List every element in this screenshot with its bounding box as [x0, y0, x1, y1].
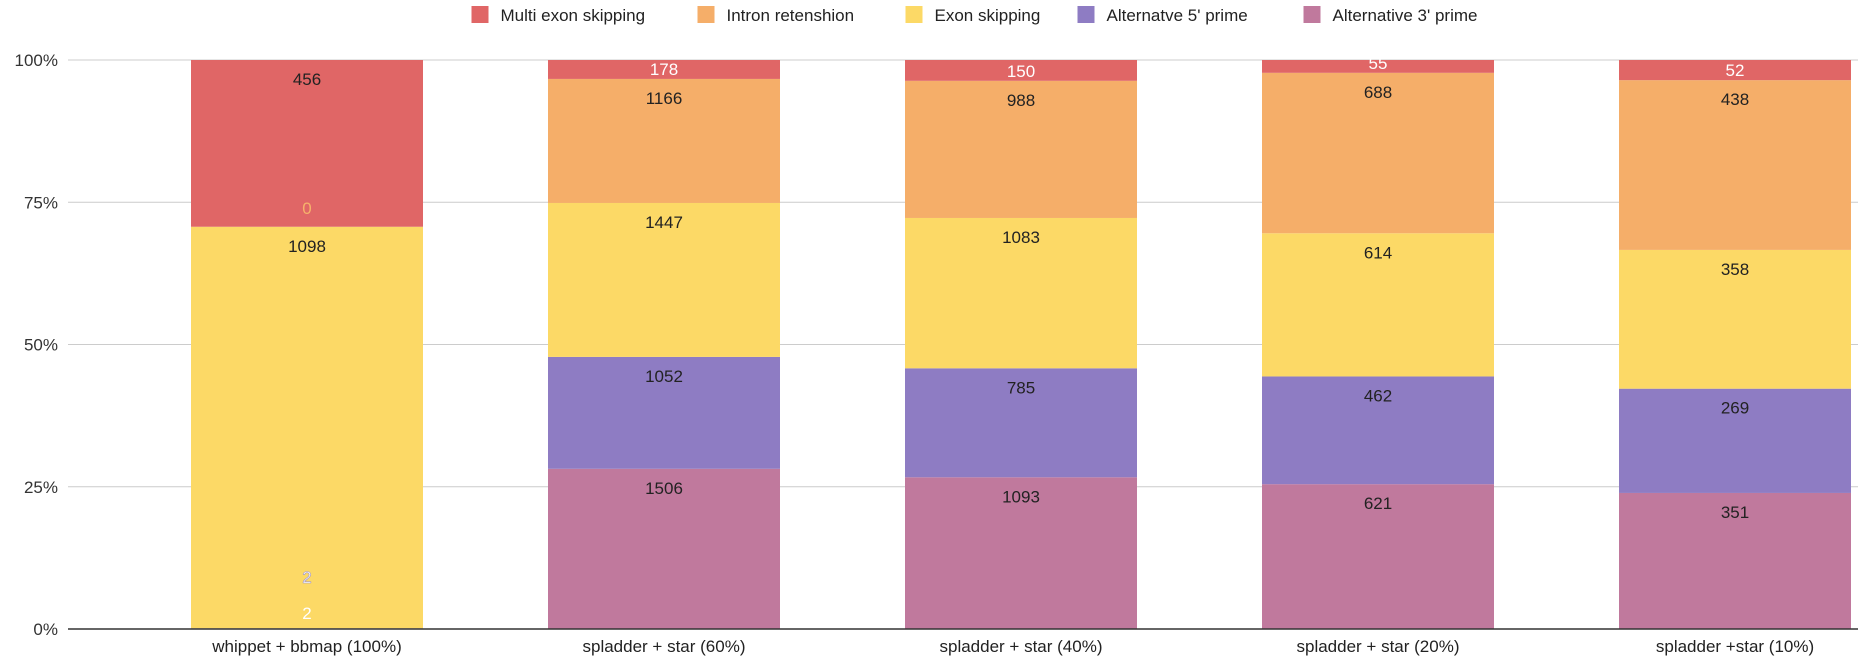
data-label: 1166	[646, 89, 683, 108]
data-label: 351	[1721, 503, 1749, 522]
x-category-label: whippet + bbmap (100%)	[211, 637, 401, 656]
data-label: 688	[1364, 83, 1392, 102]
x-category-label: spladder + star (20%)	[1297, 637, 1460, 656]
bar-segment-exon-skipping	[548, 202, 780, 357]
legend-label: Alternatve 5' prime	[1107, 6, 1248, 25]
data-label: 1447	[645, 213, 683, 232]
data-label: 2	[302, 604, 311, 623]
data-label: 621	[1364, 494, 1392, 513]
bar-segment-alternatve-5-prime	[1262, 376, 1494, 485]
bar-segment-alternatve-5-prime	[548, 356, 780, 469]
y-tick-label: 75%	[24, 193, 58, 212]
data-label: 1052	[645, 367, 683, 386]
y-tick-label: 50%	[24, 336, 58, 355]
bar-segment-alternatve-5-prime	[1619, 388, 1851, 493]
bar-segment-alternative-3-prime	[905, 477, 1137, 629]
data-label: 785	[1007, 378, 1035, 397]
axes: 0% 25% 50% 75% 100% whippet + bbmap (100%) spl…	[15, 51, 1858, 656]
bar-segment-exon-skipping	[905, 217, 1137, 369]
data-label: 456	[293, 70, 321, 89]
legend-label: Multi exon skipping	[501, 6, 646, 25]
data-label: 1506	[645, 479, 683, 498]
data-label: 1093	[1002, 487, 1040, 506]
data-label: 358	[1721, 260, 1749, 279]
y-tick-label: 25%	[24, 478, 58, 497]
data-labels: 2 1098 0 456 2 1506 1052 1447 1166 178 1093 785 1083…	[288, 54, 1749, 623]
x-category-label: spladder + star (60%)	[583, 637, 746, 656]
data-label: 55	[1369, 54, 1388, 73]
data-label: 178	[650, 60, 678, 79]
bar-segment-intron-retenshion	[1619, 80, 1851, 250]
bar-segment-intron-retenshion	[905, 80, 1137, 218]
y-tick-label: 100%	[15, 51, 58, 70]
legend-swatch-alternative-3-prime	[1303, 6, 1321, 23]
data-label: 0	[302, 199, 311, 218]
y-tick-label: 0%	[33, 620, 58, 639]
bar-segment-alternative-3-prime	[1262, 484, 1494, 629]
data-label: 614	[1364, 243, 1392, 262]
bar-segment-alternatve-5-prime	[905, 368, 1137, 478]
legend-swatch-exon-skipping	[905, 6, 923, 23]
legend-label: Alternative 3' prime	[1333, 6, 1478, 25]
legend-label: Exon skipping	[935, 6, 1041, 25]
bars	[191, 60, 1851, 629]
legend-label: Intron retenshion	[727, 6, 855, 25]
x-category-label: spladder +star (10%)	[1656, 637, 1814, 656]
data-label: 462	[1364, 386, 1392, 405]
bar-segment-exon-skipping	[191, 226, 423, 629]
bar-segment-multi-exon-skipping	[1619, 60, 1851, 81]
bar-segment-multi-exon-skipping	[905, 60, 1137, 81]
bar-segment-multi-exon-skipping	[548, 60, 780, 79]
data-label: 52	[1726, 61, 1745, 80]
bar-segment-intron-retenshion	[1262, 72, 1494, 234]
bar-segment-alternative-3-prime	[548, 468, 780, 629]
data-label: 150	[1007, 62, 1035, 81]
bar-segment-intron-retenshion	[548, 78, 780, 203]
data-label: 1098	[288, 237, 326, 256]
bar-segment-exon-skipping	[1619, 249, 1851, 389]
data-label: 1083	[1002, 228, 1040, 247]
legend: Multi exon skipping Intron retenshion Exon…	[471, 6, 1478, 25]
x-category-label: spladder + star (40%)	[940, 637, 1103, 656]
bar-segment-multi-exon-skipping	[1262, 60, 1494, 73]
legend-swatch-intron-retenshion	[697, 6, 715, 23]
legend-swatch-alternatve-5-prime	[1077, 6, 1095, 23]
bar-segment-exon-skipping	[1262, 233, 1494, 377]
data-label: 269	[1721, 399, 1749, 418]
data-label: 2	[302, 568, 311, 587]
legend-swatch-multi-exon-skipping	[471, 6, 489, 23]
bar-segment-multi-exon-skipping	[191, 60, 423, 227]
data-label: 988	[1007, 91, 1035, 110]
data-label: 438	[1721, 90, 1749, 109]
bar-segment-alternative-3-prime	[1619, 492, 1851, 629]
